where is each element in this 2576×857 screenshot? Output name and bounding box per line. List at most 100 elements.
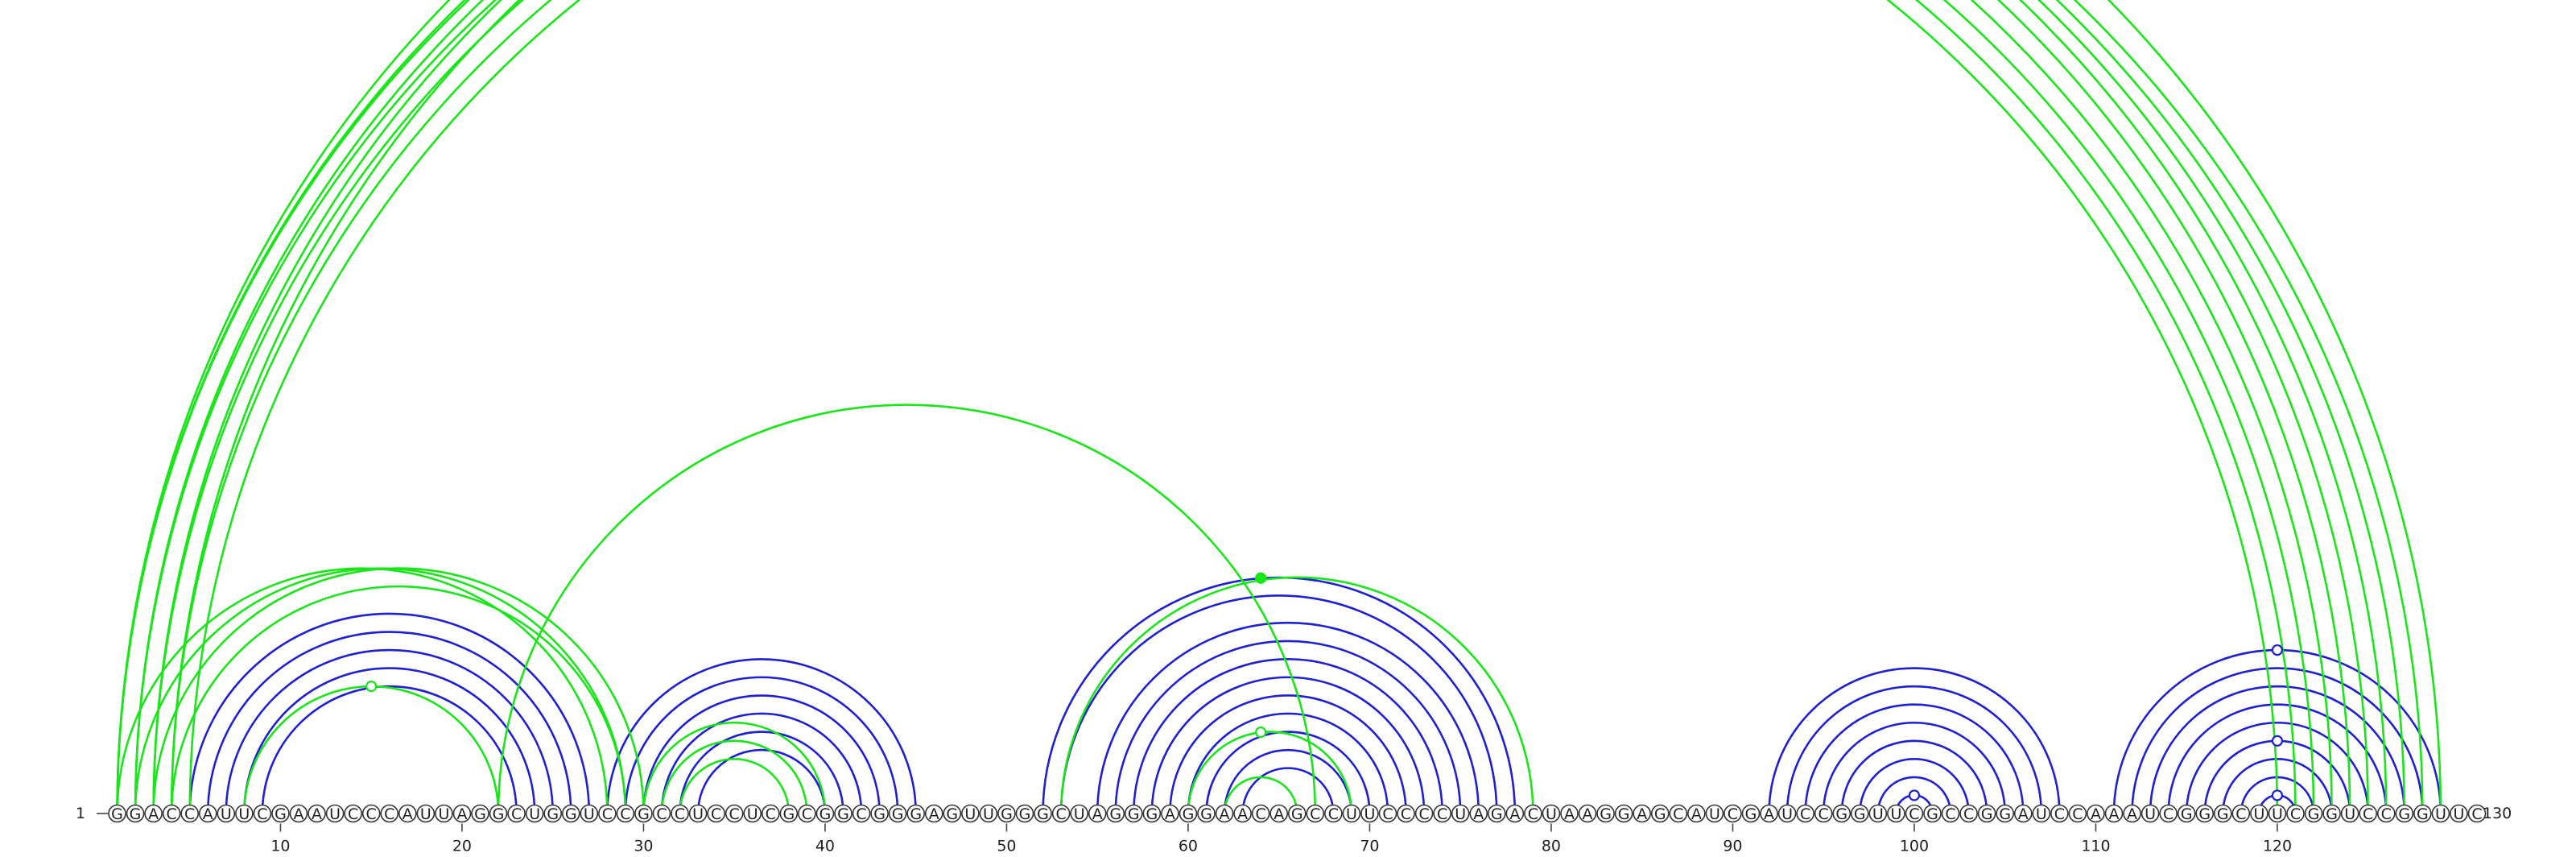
pair-marker-2 [1255,572,1267,584]
tick-label-10: 10 [270,838,290,855]
green-arc-22-67 [497,404,1317,815]
svg-text:G: G [837,805,849,823]
nucleotide-126: C [2376,804,2396,823]
nucleotide-103: C [1959,804,1978,823]
green-arc-2-126 [134,0,2388,815]
nucleotide-100: C [1905,804,1924,823]
svg-text:A: A [1274,805,1284,823]
svg-text:C: C [384,805,394,823]
svg-text:A: A [2109,805,2120,823]
svg-text:A: A [1583,805,1593,823]
pair-marker-4 [2271,644,2284,656]
svg-text:G: G [1600,805,1612,823]
blue-arc-61-70 [1205,731,1371,815]
nucleotide-9: C [253,804,272,823]
nucleotide-50: G [997,804,1016,823]
tick-label-110: 110 [2081,838,2110,855]
svg-text:G: G [1854,805,1866,823]
svg-text:A: A [1473,805,1484,823]
blue-arc-112-128 [2131,667,2424,815]
nucleotide-88: A [1687,804,1706,823]
nucleotide-128: G [2413,804,2432,823]
svg-text:C: C [1909,805,1919,823]
nucleotide-46: A [924,804,943,823]
svg-text:U: U [1709,805,1720,823]
nucleotide-32: C [671,804,689,823]
svg-text:A: A [2127,805,2137,823]
green-arc-2-123 [135,0,2332,814]
start-index-label: 1 [76,805,85,822]
nucleotide-23: C [507,804,526,823]
nucleotide-89: U [1705,804,1724,823]
nucleotide-38: G [779,804,799,823]
svg-text:U: U [1546,805,1557,823]
nucleotide-48: U [961,804,980,823]
svg-text:A: A [402,805,413,823]
svg-text:C: C [2363,805,2373,823]
base-pair-arcs [116,0,2442,815]
blue-arc-53-77 [1059,594,1498,815]
nucleotide-22: G [489,804,508,823]
green-arc-3-122 [152,0,2315,815]
svg-text:C: C [1528,805,1538,823]
svg-text:G: G [1291,805,1303,823]
nucleotide-10: G [271,804,290,823]
pair-marker-6 [2271,789,2284,801]
svg-text:U: U [420,805,431,823]
nucleotide-51: G [1015,804,1034,823]
nucleotide-53: C [1051,804,1071,823]
svg-text:G: G [2326,805,2338,823]
svg-text:U: U [1781,805,1793,823]
svg-text:G: G [2398,805,2410,823]
svg-text:U: U [2453,805,2464,823]
nucleotide-13: U [325,804,345,823]
blue-arc-33-40 [696,748,827,815]
blue-arc-117-123 [2222,758,2333,815]
svg-text:U: U [983,805,994,823]
nucleotide-70: U [1360,804,1379,823]
svg-text:G: G [493,805,505,823]
nucleotide-45: G [906,804,925,823]
svg-text:C: C [729,805,740,823]
svg-text:U: U [692,805,704,823]
nucleotide-65: A [1269,804,1288,823]
nucleotide-63: A [1233,804,1252,823]
svg-text:U: U [329,805,341,823]
svg-text:C: C [675,805,685,823]
svg-text:A: A [1691,805,1702,823]
nucleotide-7: U [217,804,236,823]
nucleotide-109: C [2068,804,2087,823]
nucleotide-8: U [235,804,254,823]
nucleotide-41: G [834,804,852,823]
nucleotide-78: A [1505,804,1525,823]
svg-text:G: G [1128,805,1140,823]
svg-text:G: G [1037,805,1049,823]
svg-text:G: G [1491,805,1503,823]
svg-text:C: C [766,805,776,823]
svg-text:C: C [1437,805,1447,823]
nucleotide-119: U [2250,804,2268,823]
blue-arc-55-76 [1096,622,1480,815]
svg-text:G: G [565,805,577,823]
svg-text:U: U [1346,805,1357,823]
nucleotide-94: C [1796,804,1814,823]
blue-arc-113-127 [2149,685,2406,815]
nucleotide-59: A [1161,804,1179,823]
nucleotide-110: A [2087,804,2105,823]
blue-arc-5-27 [188,612,591,815]
svg-text:A: A [1237,805,1248,823]
pair-marker-5 [2271,735,2284,747]
svg-text:U: U [747,805,758,823]
svg-text:G: G [1835,805,1847,823]
nucleotide-64: C [1251,804,1270,823]
svg-text:A: A [1092,805,1103,823]
tick-label-50: 50 [997,838,1016,855]
green-arc-4-128 [170,0,2424,815]
tick-label-20: 20 [452,838,472,855]
svg-text:C: C [1256,805,1266,823]
svg-text:A: A [148,805,159,823]
svg-text:G: G [1001,805,1013,823]
svg-text:A: A [203,805,213,823]
nucleotide-107: U [2032,804,2051,823]
nucleotide-122: G [2304,804,2323,823]
